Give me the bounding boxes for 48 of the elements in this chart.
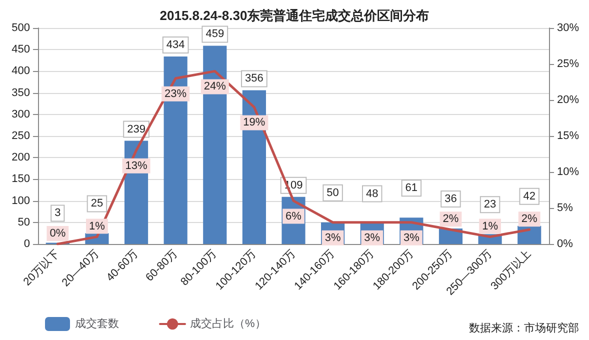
- y2-tick-label: 30%: [557, 22, 580, 34]
- y-tick-label: 300: [12, 108, 30, 120]
- y-tick-label: 250: [12, 130, 30, 142]
- data-label: 61: [405, 182, 418, 194]
- y2-tick-label: 20%: [557, 94, 580, 106]
- data-label: 23%: [164, 88, 187, 100]
- data-label: 3: [54, 207, 61, 220]
- data-label: 25: [90, 198, 104, 210]
- y2-tick-label: 25%: [557, 58, 580, 70]
- data-label: 459: [206, 28, 224, 40]
- data-label: 0%: [50, 228, 66, 240]
- data-label: 6%: [286, 210, 302, 222]
- data-label: 36: [444, 192, 457, 205]
- data-label: 3%: [403, 232, 420, 244]
- y2-tick-label: 5%: [557, 202, 574, 214]
- data-label: 50: [326, 186, 339, 199]
- y-tick-label: 350: [12, 86, 30, 99]
- y-tick-label: 100: [12, 194, 30, 207]
- data-label: 2%: [442, 213, 459, 226]
- x-tick-label: 20万以下: [20, 247, 62, 288]
- y-tick-label: 50: [18, 216, 30, 228]
- data-label: 239: [127, 123, 146, 136]
- data-label: 434: [166, 39, 185, 52]
- y-tick-label: 450: [12, 44, 30, 56]
- y-tick-label: 500: [12, 22, 30, 34]
- data-label: 23: [484, 198, 496, 211]
- data-label: 13%: [125, 160, 148, 172]
- y-tick-label: 200: [12, 152, 30, 164]
- chart-title: 2015.8.24-8.30东莞普通住宅成交总价区间分布: [160, 8, 430, 23]
- y2-tick-label: 15%: [557, 130, 580, 142]
- data-label: 1%: [482, 220, 498, 232]
- y-tick-label: 400: [12, 65, 30, 78]
- y2-tick-label: 0%: [557, 238, 574, 250]
- data-label: 356: [245, 72, 264, 85]
- legend-label: 成交套数: [75, 317, 119, 330]
- data-label: 19%: [243, 116, 266, 129]
- data-label: 42: [523, 190, 536, 202]
- data-label: 1%: [89, 220, 106, 232]
- data-label: 48: [366, 188, 378, 200]
- y2-tick-label: 10%: [557, 166, 580, 178]
- source-note: 数据来源：市场研究部: [469, 322, 579, 334]
- data-label: 24%: [204, 80, 226, 93]
- legend-label: 成交占比（%）: [190, 317, 266, 330]
- data-label: 2%: [521, 213, 538, 226]
- data-label: 3%: [364, 232, 380, 244]
- data-label: 3%: [324, 232, 341, 244]
- y-tick-label: 150: [12, 173, 30, 186]
- y-tick-label: 0: [24, 238, 30, 250]
